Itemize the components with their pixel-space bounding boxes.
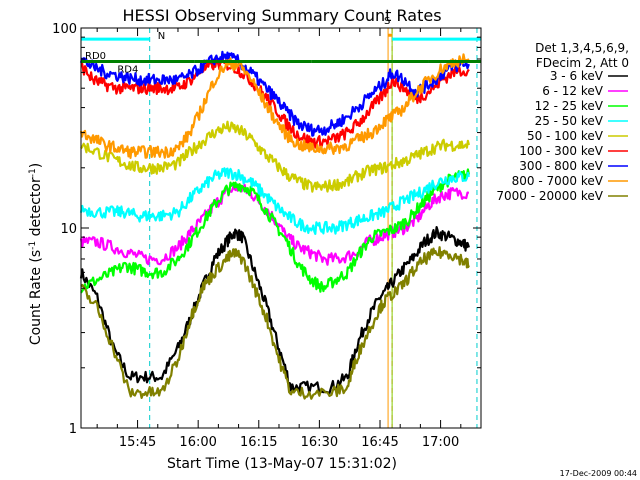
- series-line-3: [79, 167, 470, 235]
- y-axis-label: Count Rate (s-1 detector-1): [28, 163, 44, 345]
- legend-label-5: 100 - 300 keV: [519, 144, 603, 158]
- legend-label-1: 6 - 12 keV: [542, 84, 604, 98]
- legend-label-0: 3 - 6 keV: [550, 69, 604, 83]
- x-tick-label-4: 16:45: [361, 435, 398, 450]
- y-axis-label-mid: detector: [28, 177, 44, 241]
- y-axis-label-end: ): [28, 163, 44, 168]
- annotation-label-3: S: [384, 16, 390, 27]
- legend-label-7: 800 - 7000 keV: [512, 174, 604, 188]
- legend-label-4: 50 - 100 keV: [527, 129, 604, 143]
- legend-label-8: 7000 - 20000 keV: [496, 189, 603, 203]
- legend-label-3: 25 - 50 keV: [535, 114, 604, 128]
- footer-date: 17-Dec-2009 00:44: [560, 469, 637, 478]
- x-tick-label-2: 16:15: [240, 435, 277, 450]
- y-axis-label-exp2: -1: [28, 168, 38, 177]
- annotation-label-2: N: [158, 31, 165, 42]
- series-line-7: [79, 53, 470, 159]
- series-line-8: [80, 246, 470, 400]
- annotation-label-0: RD0: [85, 51, 106, 62]
- y-axis-label-exp1: -1: [28, 241, 38, 250]
- series-line-5: [80, 57, 470, 149]
- legend-header-line2: FDecim 2, Att 0: [536, 56, 629, 70]
- y-tick-label-2: 100: [52, 22, 77, 37]
- x-tick-label-5: 17:00: [422, 435, 459, 450]
- y-axis-label-main: Count Rate (s: [28, 250, 44, 345]
- series-line-0: [79, 226, 470, 395]
- x-tick-label-0: 15:45: [119, 435, 156, 450]
- legend-label-2: 12 - 25 keV: [535, 99, 604, 113]
- y-tick-label-0: 1: [69, 422, 77, 437]
- chart-title: HESSI Observing Summary Count Rates: [122, 6, 441, 25]
- legend: Det 1,3,4,5,6,9, FDecim 2, Att 0 3 - 6 k…: [496, 41, 629, 203]
- x-tick-label-3: 16:30: [301, 435, 338, 450]
- x-tick-label-1: 16:00: [179, 435, 216, 450]
- plot-area: RD0 RD4 N S 15:45 16:00 16:15 16:30 16:45 17:00 1 1…: [52, 16, 482, 450]
- series-line-2: [80, 168, 470, 294]
- legend-header-line1: Det 1,3,4,5,6,9,: [535, 41, 629, 55]
- y-tick-label-1: 10: [60, 222, 77, 237]
- series-line-6: [79, 50, 470, 137]
- series-line-4: [80, 120, 470, 193]
- x-axis-label: Start Time (13-May-07 15:31:02): [167, 456, 397, 472]
- legend-label-6: 300 - 800 keV: [519, 159, 603, 173]
- annotation-label-1: RD4: [117, 64, 138, 75]
